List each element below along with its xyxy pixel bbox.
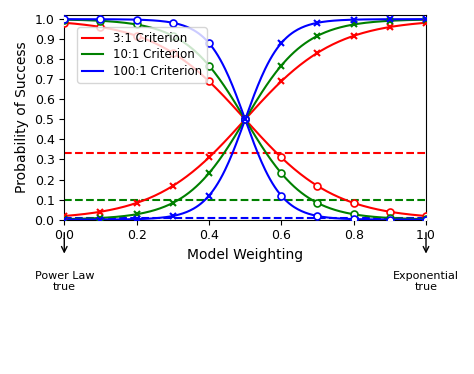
Y-axis label: Probability of Success: Probability of Success: [15, 42, 29, 193]
Text: Power Law
true: Power Law true: [35, 271, 94, 292]
Line: 100:1 Criterion: 100:1 Criterion: [64, 19, 426, 220]
3:1 Criterion: [63, 214, 68, 218]
10:1 Criterion: [283, 58, 289, 63]
Text: Exponential
true: Exponential true: [393, 271, 459, 292]
10:1 Criterion: [277, 65, 283, 70]
3:1 Criterion: [389, 24, 395, 29]
3:1 Criterion: [275, 82, 281, 86]
100:1 Criterion: [62, 217, 67, 222]
10:1 Criterion: [63, 217, 68, 221]
100:1 Criterion: [389, 17, 395, 21]
X-axis label: Model Weighting: Model Weighting: [187, 248, 303, 262]
3:1 Criterion: [283, 75, 289, 80]
3:1 Criterion: [366, 29, 372, 34]
10:1 Criterion: [275, 67, 281, 71]
10:1 Criterion: [366, 20, 372, 25]
10:1 Criterion: [389, 18, 395, 23]
10:1 Criterion: [62, 217, 67, 221]
Line: 3:1 Criterion: 3:1 Criterion: [64, 23, 426, 216]
100:1 Criterion: [366, 17, 372, 22]
3:1 Criterion: [62, 214, 67, 218]
100:1 Criterion: [283, 36, 289, 41]
Legend: 3:1 Criterion, 10:1 Criterion, 100:1 Criterion: 3:1 Criterion, 10:1 Criterion, 100:1 Cri…: [77, 27, 207, 83]
100:1 Criterion: [277, 43, 283, 47]
Line: 10:1 Criterion: 10:1 Criterion: [64, 20, 426, 219]
100:1 Criterion: [63, 217, 68, 222]
100:1 Criterion: [423, 17, 429, 21]
100:1 Criterion: [275, 45, 281, 49]
10:1 Criterion: [423, 18, 429, 22]
3:1 Criterion: [277, 81, 283, 85]
3:1 Criterion: [423, 21, 429, 25]
